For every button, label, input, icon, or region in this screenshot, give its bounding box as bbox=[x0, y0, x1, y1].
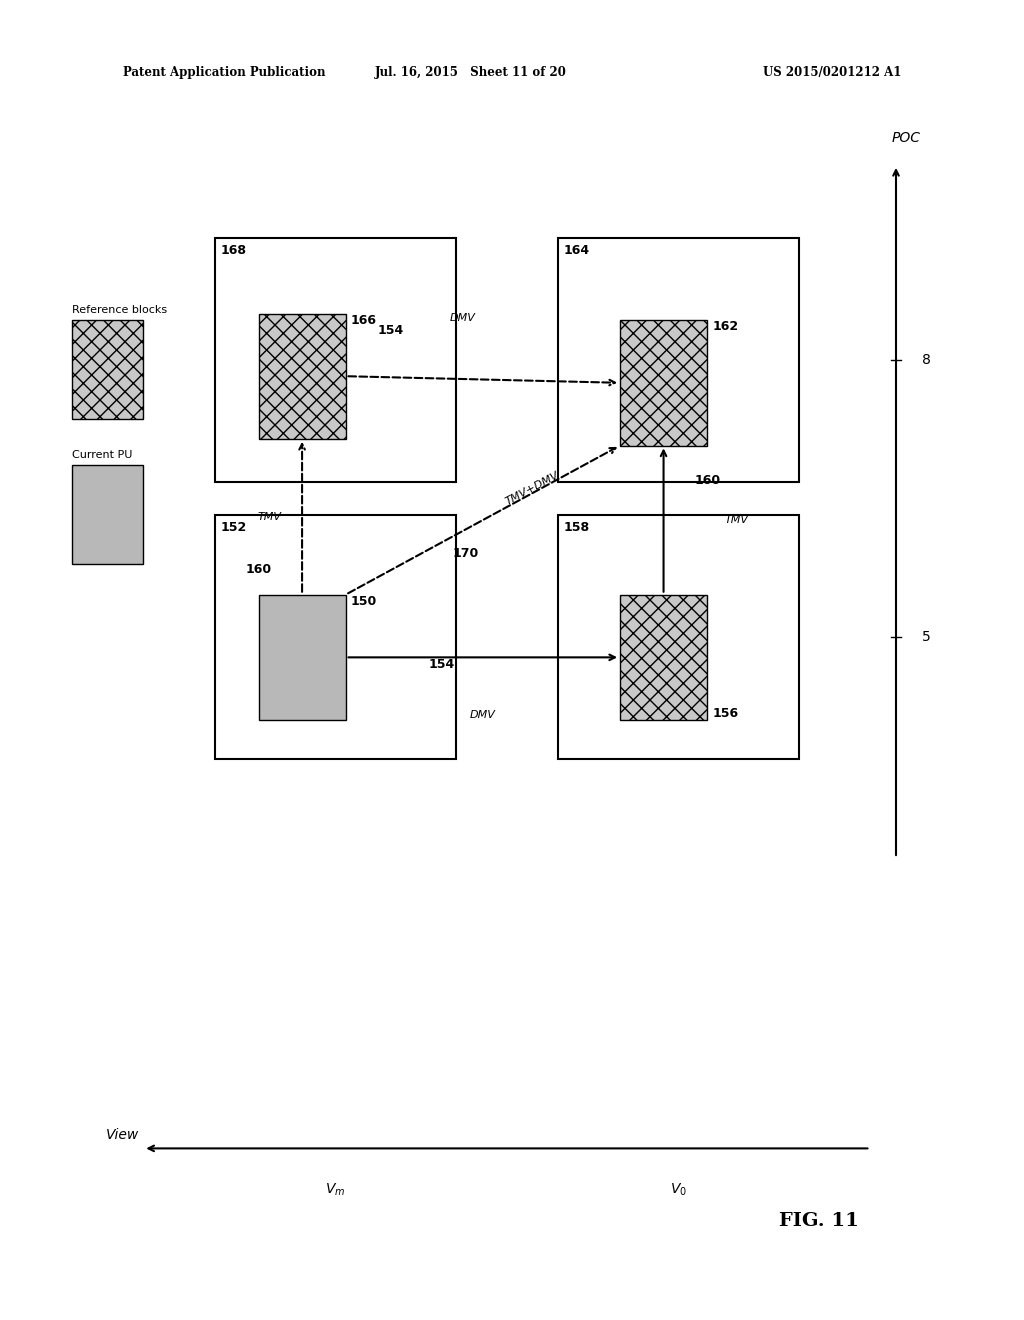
Text: 154: 154 bbox=[378, 323, 403, 337]
Text: View: View bbox=[106, 1127, 139, 1142]
Text: 154: 154 bbox=[429, 657, 455, 671]
Bar bbox=[558, 515, 799, 759]
Text: 156: 156 bbox=[713, 708, 738, 721]
Text: 168: 168 bbox=[220, 244, 246, 257]
Bar bbox=[72, 465, 143, 565]
Bar bbox=[621, 321, 707, 446]
Bar bbox=[558, 238, 799, 482]
Bar bbox=[258, 314, 346, 438]
Text: DMV: DMV bbox=[450, 313, 475, 323]
Bar bbox=[258, 594, 346, 721]
Text: Current PU: Current PU bbox=[72, 450, 132, 461]
Text: FIG. 11: FIG. 11 bbox=[779, 1212, 859, 1230]
Text: 164: 164 bbox=[563, 244, 590, 257]
Text: 5: 5 bbox=[922, 630, 931, 644]
Text: $V_m$: $V_m$ bbox=[326, 1181, 345, 1197]
Text: 170: 170 bbox=[453, 546, 478, 560]
Bar bbox=[215, 238, 456, 482]
Text: US 2015/0201212 A1: US 2015/0201212 A1 bbox=[763, 66, 901, 79]
Text: 166: 166 bbox=[350, 314, 377, 326]
Text: 152: 152 bbox=[220, 521, 247, 535]
Text: 160: 160 bbox=[245, 564, 271, 576]
Text: TMV: TMV bbox=[258, 512, 282, 521]
Text: TMV+DMV: TMV+DMV bbox=[504, 470, 560, 507]
Bar bbox=[621, 594, 707, 721]
Text: TMV: TMV bbox=[725, 515, 749, 525]
Text: 8: 8 bbox=[922, 352, 931, 367]
Text: 150: 150 bbox=[350, 594, 377, 607]
Text: POC: POC bbox=[892, 131, 921, 145]
Text: 158: 158 bbox=[563, 521, 590, 535]
Text: DMV: DMV bbox=[470, 710, 496, 721]
Bar bbox=[215, 515, 456, 759]
Text: Reference blocks: Reference blocks bbox=[72, 305, 167, 315]
Bar bbox=[72, 321, 143, 420]
Text: 160: 160 bbox=[694, 474, 721, 487]
Text: 162: 162 bbox=[713, 321, 738, 333]
Text: Patent Application Publication: Patent Application Publication bbox=[123, 66, 326, 79]
Text: Jul. 16, 2015   Sheet 11 of 20: Jul. 16, 2015 Sheet 11 of 20 bbox=[375, 66, 567, 79]
Text: $V_0$: $V_0$ bbox=[670, 1181, 687, 1197]
